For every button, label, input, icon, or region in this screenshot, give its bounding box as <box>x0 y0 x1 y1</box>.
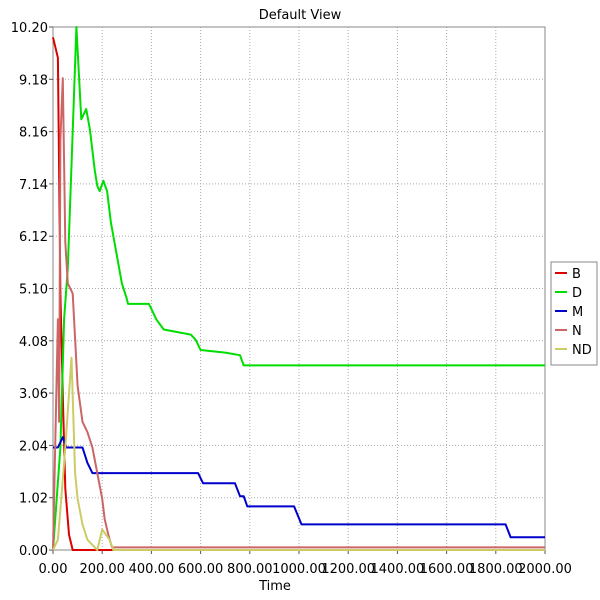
y-tick-label: 5.10 <box>19 283 48 298</box>
x-tick-label: 1600.00 <box>420 562 474 577</box>
y-tick-label: 7.14 <box>19 178 48 193</box>
x-axis-label: Time <box>258 579 291 594</box>
x-tick-label: 0.00 <box>39 562 68 577</box>
legend-label-nd: ND <box>572 343 592 358</box>
series-line-nd <box>52 356 545 551</box>
legend-label-d: D <box>572 286 582 301</box>
y-tick-label: 8.16 <box>19 126 48 141</box>
x-tick-label: 1200.00 <box>321 562 375 577</box>
legend-label-n: N <box>572 324 582 339</box>
y-tick-label: 9.18 <box>19 73 48 88</box>
chart-title: Default View <box>259 8 342 23</box>
y-tick-label: 2.04 <box>19 439 48 454</box>
y-tick-label: 1.02 <box>19 492 48 507</box>
x-tick-label: 800.00 <box>227 562 273 577</box>
x-tick-label: 1800.00 <box>469 562 523 577</box>
x-tick-label: 600.00 <box>178 562 224 577</box>
series-line-n <box>52 77 545 551</box>
series-lines <box>52 26 545 551</box>
series-line-m <box>53 436 545 539</box>
x-tick-label: 1000.00 <box>272 562 326 577</box>
x-tick-label: 400.00 <box>129 562 175 577</box>
y-tick-label: 6.12 <box>19 230 48 245</box>
y-axis-ticks: 0.00 1.02 2.04 3.06 4.08 5.10 6.12 7.14 8.16 9.18… <box>11 21 53 559</box>
y-tick-label: 10.20 <box>11 21 48 36</box>
y-tick-label: 0.00 <box>19 544 48 559</box>
legend-box <box>550 261 598 366</box>
x-tick-label: 2000.00 <box>518 562 572 577</box>
legend-label-b: B <box>572 267 581 282</box>
y-tick-label: 4.08 <box>19 335 48 350</box>
y-tick-label: 3.06 <box>19 387 48 402</box>
x-tick-label: 1400.00 <box>371 562 425 577</box>
legend-label-m: M <box>572 305 583 320</box>
x-tick-label: 200.00 <box>79 562 125 577</box>
x-axis-ticks: 0.00 200.00 400.00 600.00 800.00 1000.001200.… <box>39 550 572 577</box>
series-line-d <box>52 26 545 551</box>
